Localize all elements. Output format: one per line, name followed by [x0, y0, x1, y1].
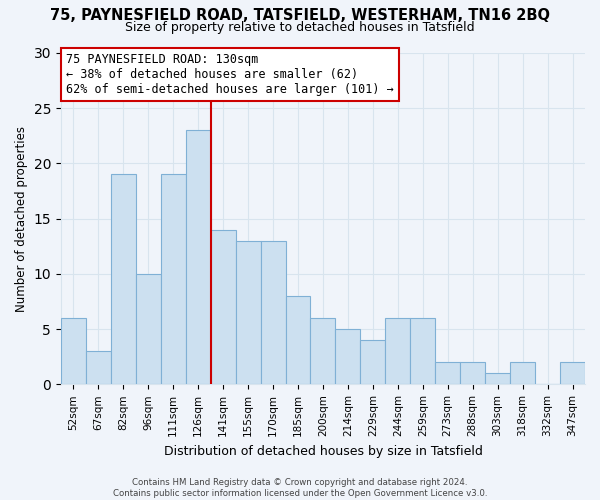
Bar — [136, 274, 161, 384]
X-axis label: Distribution of detached houses by size in Tatsfield: Distribution of detached houses by size … — [164, 444, 482, 458]
Y-axis label: Number of detached properties: Number of detached properties — [15, 126, 28, 312]
Bar — [161, 174, 185, 384]
Bar — [86, 351, 111, 384]
Bar — [460, 362, 485, 384]
Bar — [236, 240, 260, 384]
Text: 75, PAYNESFIELD ROAD, TATSFIELD, WESTERHAM, TN16 2BQ: 75, PAYNESFIELD ROAD, TATSFIELD, WESTERH… — [50, 8, 550, 22]
Bar — [286, 296, 310, 384]
Text: 75 PAYNESFIELD ROAD: 130sqm
← 38% of detached houses are smaller (62)
62% of sem: 75 PAYNESFIELD ROAD: 130sqm ← 38% of det… — [66, 53, 394, 96]
Bar — [385, 318, 410, 384]
Bar — [560, 362, 585, 384]
Bar — [211, 230, 236, 384]
Bar — [61, 318, 86, 384]
Bar — [185, 130, 211, 384]
Bar — [111, 174, 136, 384]
Bar — [361, 340, 385, 384]
Bar — [310, 318, 335, 384]
Text: Contains HM Land Registry data © Crown copyright and database right 2024.
Contai: Contains HM Land Registry data © Crown c… — [113, 478, 487, 498]
Text: Size of property relative to detached houses in Tatsfield: Size of property relative to detached ho… — [125, 21, 475, 34]
Bar — [435, 362, 460, 384]
Bar — [335, 329, 361, 384]
Bar — [260, 240, 286, 384]
Bar — [485, 374, 510, 384]
Bar — [410, 318, 435, 384]
Bar — [510, 362, 535, 384]
